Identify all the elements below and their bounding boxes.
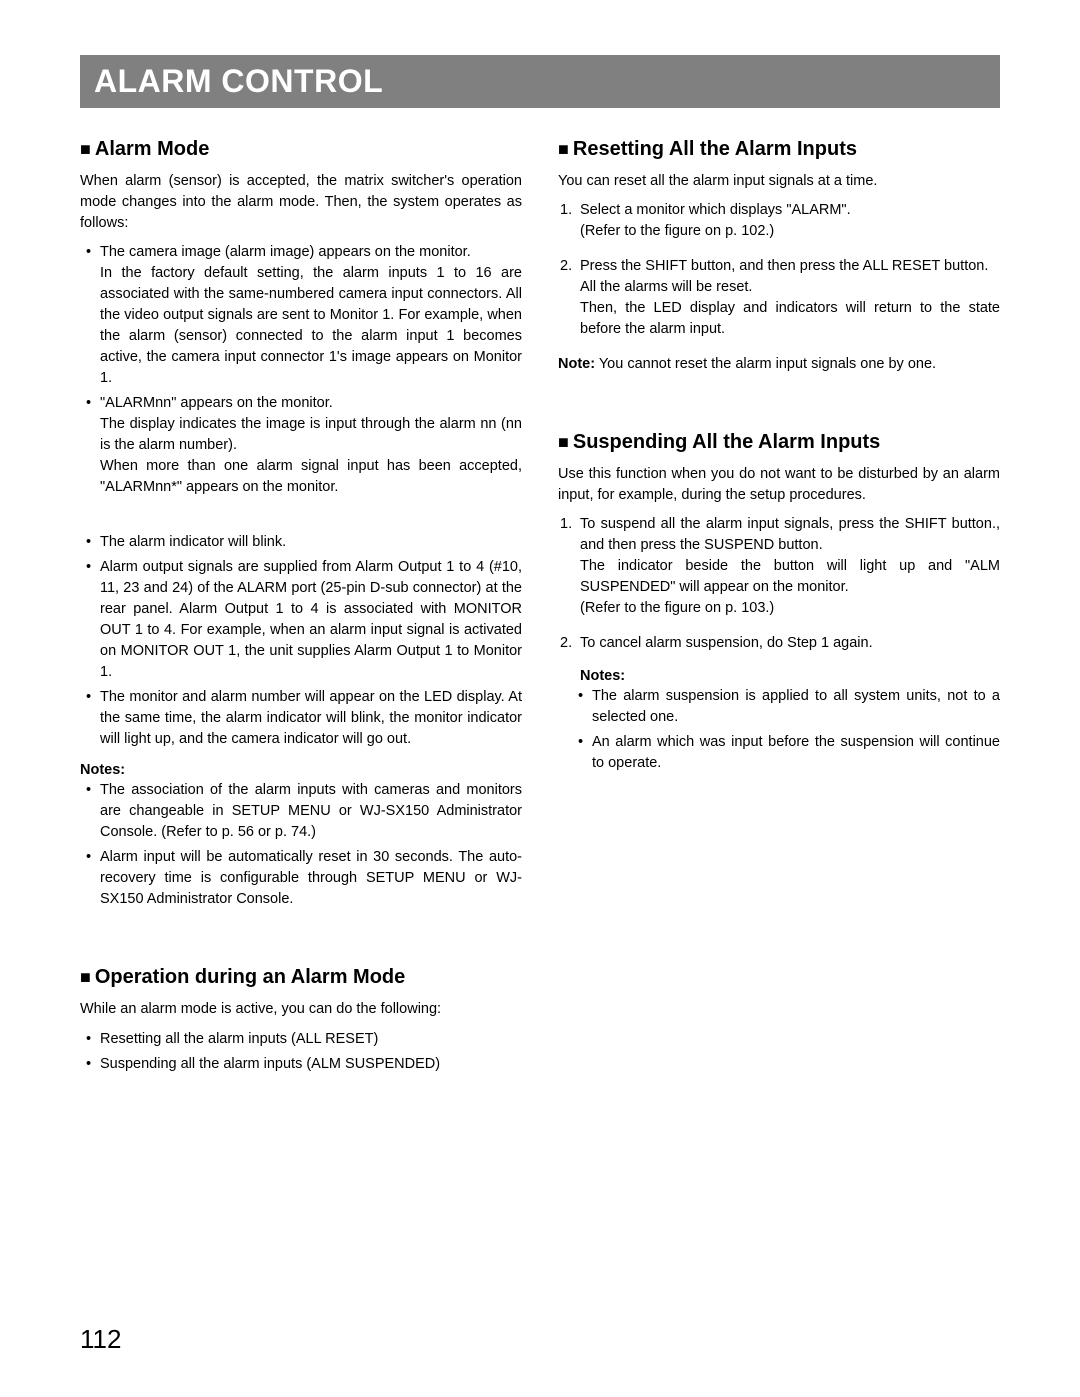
square-bullet-icon: ■: [80, 139, 91, 159]
list-item: The monitor and alarm number will appear…: [100, 687, 522, 750]
left-column: ■Alarm Mode When alarm (sensor) is accep…: [80, 138, 522, 1083]
heading-text: Operation during an Alarm Mode: [95, 966, 405, 988]
list-item-line: "ALARMnn" appears on the monitor.: [100, 395, 333, 411]
list-item: The association of the alarm inputs with…: [100, 780, 522, 843]
right-column: ■Resetting All the Alarm Inputs You can …: [558, 138, 1000, 1083]
square-bullet-icon: ■: [558, 139, 569, 159]
note-text: You cannot reset the alarm input signals…: [595, 356, 936, 372]
resetting-steps: Select a monitor which displays "ALARM".…: [558, 200, 1000, 340]
alarm-mode-intro: When alarm (sensor) is accepted, the mat…: [80, 171, 522, 234]
suspending-steps: To suspend all the alarm input signals, …: [558, 514, 1000, 654]
list-item-line: The display indicates the image is input…: [100, 416, 522, 453]
notes-label: Notes:: [558, 668, 1000, 684]
list-item: "ALARMnn" appears on the monitor. The di…: [100, 393, 522, 498]
step-item: Select a monitor which displays "ALARM".…: [580, 200, 1000, 242]
list-item: The camera image (alarm image) appears o…: [100, 242, 522, 389]
suspending-intro: Use this function when you do not want t…: [558, 464, 1000, 506]
step-line: Press the SHIFT button, and then press t…: [580, 258, 988, 274]
list-item: Resetting all the alarm inputs (ALL RESE…: [100, 1029, 522, 1050]
step-line: (Refer to the figure on p. 103.): [580, 600, 774, 616]
list-item: Suspending all the alarm inputs (ALM SUS…: [100, 1054, 522, 1075]
step-line: (Refer to the figure on p. 102.): [580, 223, 774, 239]
page-number: 112: [80, 1324, 121, 1355]
step-line: To suspend all the alarm input signals, …: [580, 516, 1000, 553]
section-heading-suspending: ■Suspending All the Alarm Inputs: [558, 431, 1000, 454]
step-line: Select a monitor which displays "ALARM".: [580, 202, 851, 218]
step-item: To cancel alarm suspension, do Step 1 ag…: [580, 633, 1000, 654]
section-heading-resetting: ■Resetting All the Alarm Inputs: [558, 138, 1000, 161]
notes-label: Notes:: [80, 762, 522, 778]
step-line: All the alarms will be reset.: [580, 279, 752, 295]
operation-list: Resetting all the alarm inputs (ALL RESE…: [80, 1029, 522, 1075]
section-heading-alarm-mode: ■Alarm Mode: [80, 138, 522, 161]
resetting-intro: You can reset all the alarm input signal…: [558, 171, 1000, 192]
step-item: Press the SHIFT button, and then press t…: [580, 256, 1000, 340]
step-line: The indicator beside the button will lig…: [580, 558, 1000, 595]
list-item-line: The camera image (alarm image) appears o…: [100, 244, 471, 260]
step-line: Then, the LED display and indicators wil…: [580, 300, 1000, 337]
alarm-mode-notes: The association of the alarm inputs with…: [80, 780, 522, 910]
operation-intro: While an alarm mode is active, you can d…: [80, 999, 522, 1020]
step-item: To suspend all the alarm input signals, …: [580, 514, 1000, 619]
heading-text: Suspending All the Alarm Inputs: [573, 431, 880, 453]
heading-text: Resetting All the Alarm Inputs: [573, 138, 857, 160]
suspending-notes: The alarm suspension is applied to all s…: [558, 686, 1000, 774]
note-label: Note:: [558, 356, 595, 372]
resetting-note: Note: You cannot reset the alarm input s…: [558, 354, 1000, 375]
list-item: The alarm indicator will blink.: [100, 532, 522, 553]
heading-text: Alarm Mode: [95, 138, 209, 160]
list-item-line: In the factory default setting, the alar…: [100, 265, 522, 386]
page-title-bar: ALARM CONTROL: [80, 55, 1000, 108]
square-bullet-icon: ■: [80, 967, 91, 987]
two-column-layout: ■Alarm Mode When alarm (sensor) is accep…: [80, 138, 1000, 1083]
list-item: The alarm suspension is applied to all s…: [592, 686, 1000, 728]
alarm-mode-list-a: The camera image (alarm image) appears o…: [80, 242, 522, 498]
section-heading-operation: ■Operation during an Alarm Mode: [80, 966, 522, 989]
square-bullet-icon: ■: [558, 432, 569, 452]
list-item-line: When more than one alarm signal input ha…: [100, 458, 522, 495]
list-item: Alarm output signals are supplied from A…: [100, 557, 522, 683]
alarm-mode-list-b: The alarm indicator will blink. Alarm ou…: [80, 532, 522, 750]
list-item: Alarm input will be automatically reset …: [100, 847, 522, 910]
list-item: An alarm which was input before the susp…: [592, 732, 1000, 774]
